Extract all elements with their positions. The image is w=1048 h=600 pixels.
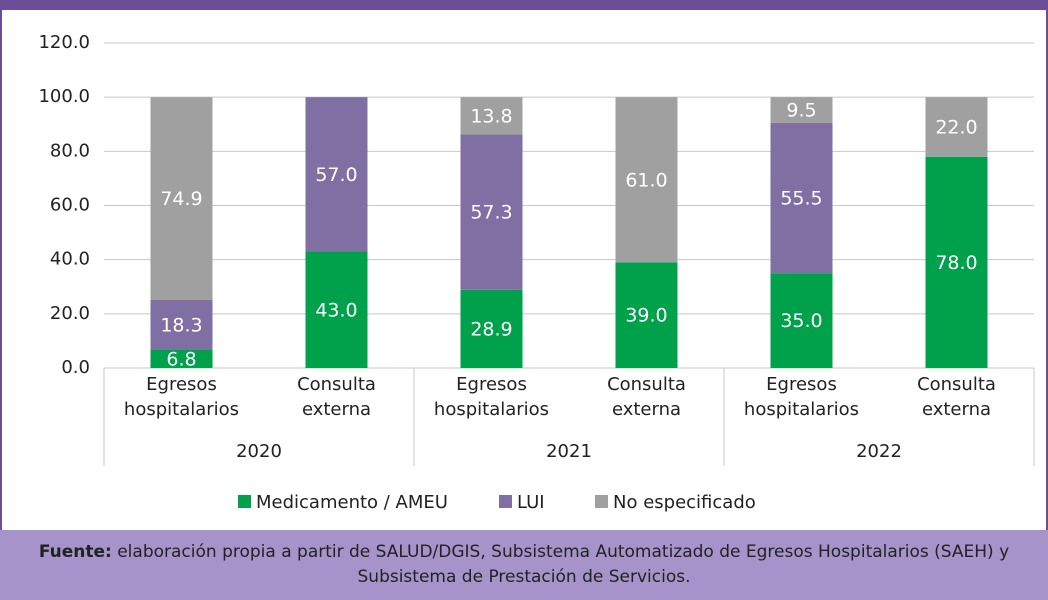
bar-segment [925, 156, 988, 368]
legend-label: Medicamento / AMEU [256, 492, 448, 513]
legend-swatch [595, 495, 608, 508]
group-label: 2020 [236, 441, 282, 462]
data-label: 55.5 [780, 188, 822, 210]
bar-segment [925, 97, 988, 157]
group-label: 2022 [856, 441, 902, 462]
legend-swatch [238, 495, 251, 508]
bar-segment [770, 122, 833, 274]
data-label: 78.0 [935, 252, 977, 274]
data-label: 57.0 [315, 164, 357, 186]
source-label: Fuente: [38, 542, 112, 562]
x-tick-label: Consulta externa [297, 374, 376, 420]
bar-segment [150, 97, 213, 301]
data-label: 6.8 [166, 348, 196, 370]
data-label: 35.0 [780, 310, 822, 332]
x-tick-label: Egresos hospitalarios [123, 374, 240, 420]
chart: 0.0 20.0 40.0 60.0 80.0 100.0 120.0 6.8 18.3 74.9… [38, 32, 1035, 513]
bar-segment [615, 262, 678, 368]
y-tick-label: 0.0 [61, 357, 90, 378]
bar-segment [770, 273, 833, 368]
y-tick-label: 40.0 [50, 249, 90, 270]
bar-segment [460, 134, 523, 290]
bar-segment [305, 97, 368, 252]
data-label: 13.8 [470, 105, 512, 127]
legend-swatch [499, 495, 512, 508]
bar-segment [305, 251, 368, 368]
x-tick-label: Egresos hospitalarios [433, 374, 550, 420]
data-label: 57.3 [470, 202, 512, 224]
bar-segment [460, 97, 523, 135]
data-label: 39.0 [625, 305, 667, 327]
source-text: elaboración propia a partir de SALUD/DGI… [117, 542, 1010, 587]
legend-label: No especificado [613, 492, 756, 513]
data-label: 43.0 [315, 299, 357, 321]
x-tick-label: Consulta externa [607, 374, 686, 420]
bar-segment [150, 300, 213, 350]
bar-segment [770, 97, 833, 123]
y-tick-label: 80.0 [50, 140, 90, 161]
x-tick-label: Egresos hospitalarios [743, 374, 860, 420]
legend-label: LUI [517, 492, 545, 513]
data-label: 28.9 [470, 318, 512, 340]
data-label: 9.5 [786, 100, 816, 122]
source-note: Fuente: elaboración propia a partir de S… [0, 530, 1048, 600]
bar-segment [460, 289, 523, 368]
data-label: 61.0 [625, 169, 667, 191]
y-tick-label: 120.0 [38, 32, 90, 53]
data-label: 74.9 [160, 188, 202, 210]
group-label: 2021 [546, 441, 592, 462]
y-tick-label: 100.0 [38, 86, 90, 107]
data-label: 22.0 [935, 116, 977, 138]
top-band [0, 0, 1048, 10]
frame [0, 10, 1048, 530]
y-tick-label: 60.0 [50, 195, 90, 216]
y-tick-label: 20.0 [50, 303, 90, 324]
data-label: 18.3 [160, 314, 202, 336]
bar-segment [615, 97, 678, 263]
x-tick-label: Consulta externa [917, 374, 996, 420]
bar-segment [150, 349, 213, 368]
